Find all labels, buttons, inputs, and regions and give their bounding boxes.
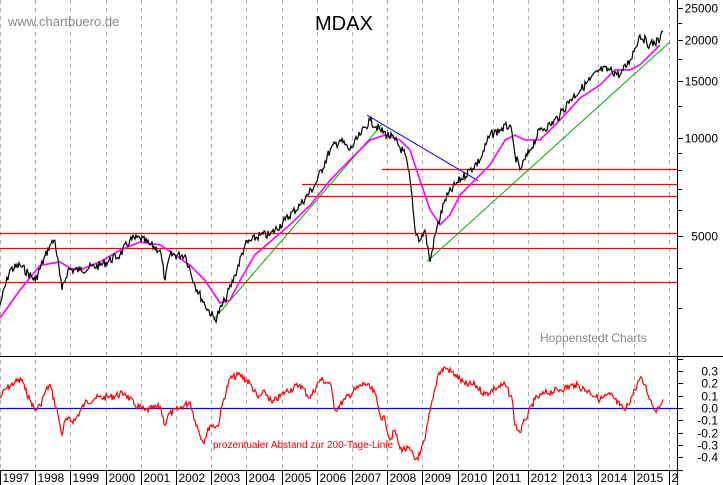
x-tick-label: 2000 xyxy=(109,471,136,485)
x-tick-label: 2008 xyxy=(390,471,417,485)
y-tick-label: 0.1 xyxy=(701,390,718,404)
ma200-line xyxy=(0,44,661,319)
y-tick-label: 0.2 xyxy=(701,377,718,391)
y-tick-label: 0.3 xyxy=(701,365,718,379)
x-tick-label: 2015 xyxy=(637,471,664,485)
y-tick-label: 0.0 xyxy=(701,402,718,416)
y-tick-label: -0.1 xyxy=(697,414,718,428)
y-tick-label: -0.4 xyxy=(697,451,718,465)
y-tick-label: 10000 xyxy=(685,132,719,146)
distance-line xyxy=(0,365,664,462)
x-tick-label: 2013 xyxy=(566,471,593,485)
x-tick-label: 1997 xyxy=(3,471,30,485)
x-tick-label: 2011 xyxy=(496,471,522,485)
y-tick-label: 15000 xyxy=(685,75,719,89)
x-tick-label: 2002 xyxy=(179,471,206,485)
y-tick-label: -0.2 xyxy=(697,427,718,441)
price-line xyxy=(0,30,664,325)
x-tick-label: 2006 xyxy=(320,471,347,485)
x-tick-label: 2005 xyxy=(285,471,312,485)
x-tick-label: 2003 xyxy=(214,471,241,485)
x-tick-label: 2001 xyxy=(144,471,171,485)
watermark: www.chartbuero.de xyxy=(7,14,119,29)
source-label: Hoppenstedt Charts xyxy=(540,331,647,345)
series-layer xyxy=(0,30,677,462)
x-tick-label: 1998 xyxy=(38,471,65,485)
y-tick-label: 5000 xyxy=(691,230,718,244)
oscillator-label: prozentualer Abstand zur 200-Tage-Linie xyxy=(213,440,394,451)
x-tick-label: 1999 xyxy=(73,471,100,485)
x-tick-label: 2010 xyxy=(461,471,488,485)
support-lines xyxy=(0,168,677,284)
trend-line xyxy=(366,114,479,182)
y-tick-label: 20000 xyxy=(685,34,719,48)
y-tick-label: -0.3 xyxy=(697,439,718,453)
trend-line xyxy=(426,41,671,262)
x-tick-label: 2004 xyxy=(249,471,276,485)
y-tick-label: 25000 xyxy=(685,2,719,16)
x-tick-label: 2 xyxy=(672,471,679,485)
x-tick-label: 2014 xyxy=(601,471,628,485)
x-tick-label: 2012 xyxy=(531,471,558,485)
chart-title: MDAX xyxy=(315,13,373,35)
x-tick-label: 2009 xyxy=(425,471,452,485)
year-gridlines xyxy=(0,0,670,470)
x-tick-label: 2007 xyxy=(355,471,382,485)
